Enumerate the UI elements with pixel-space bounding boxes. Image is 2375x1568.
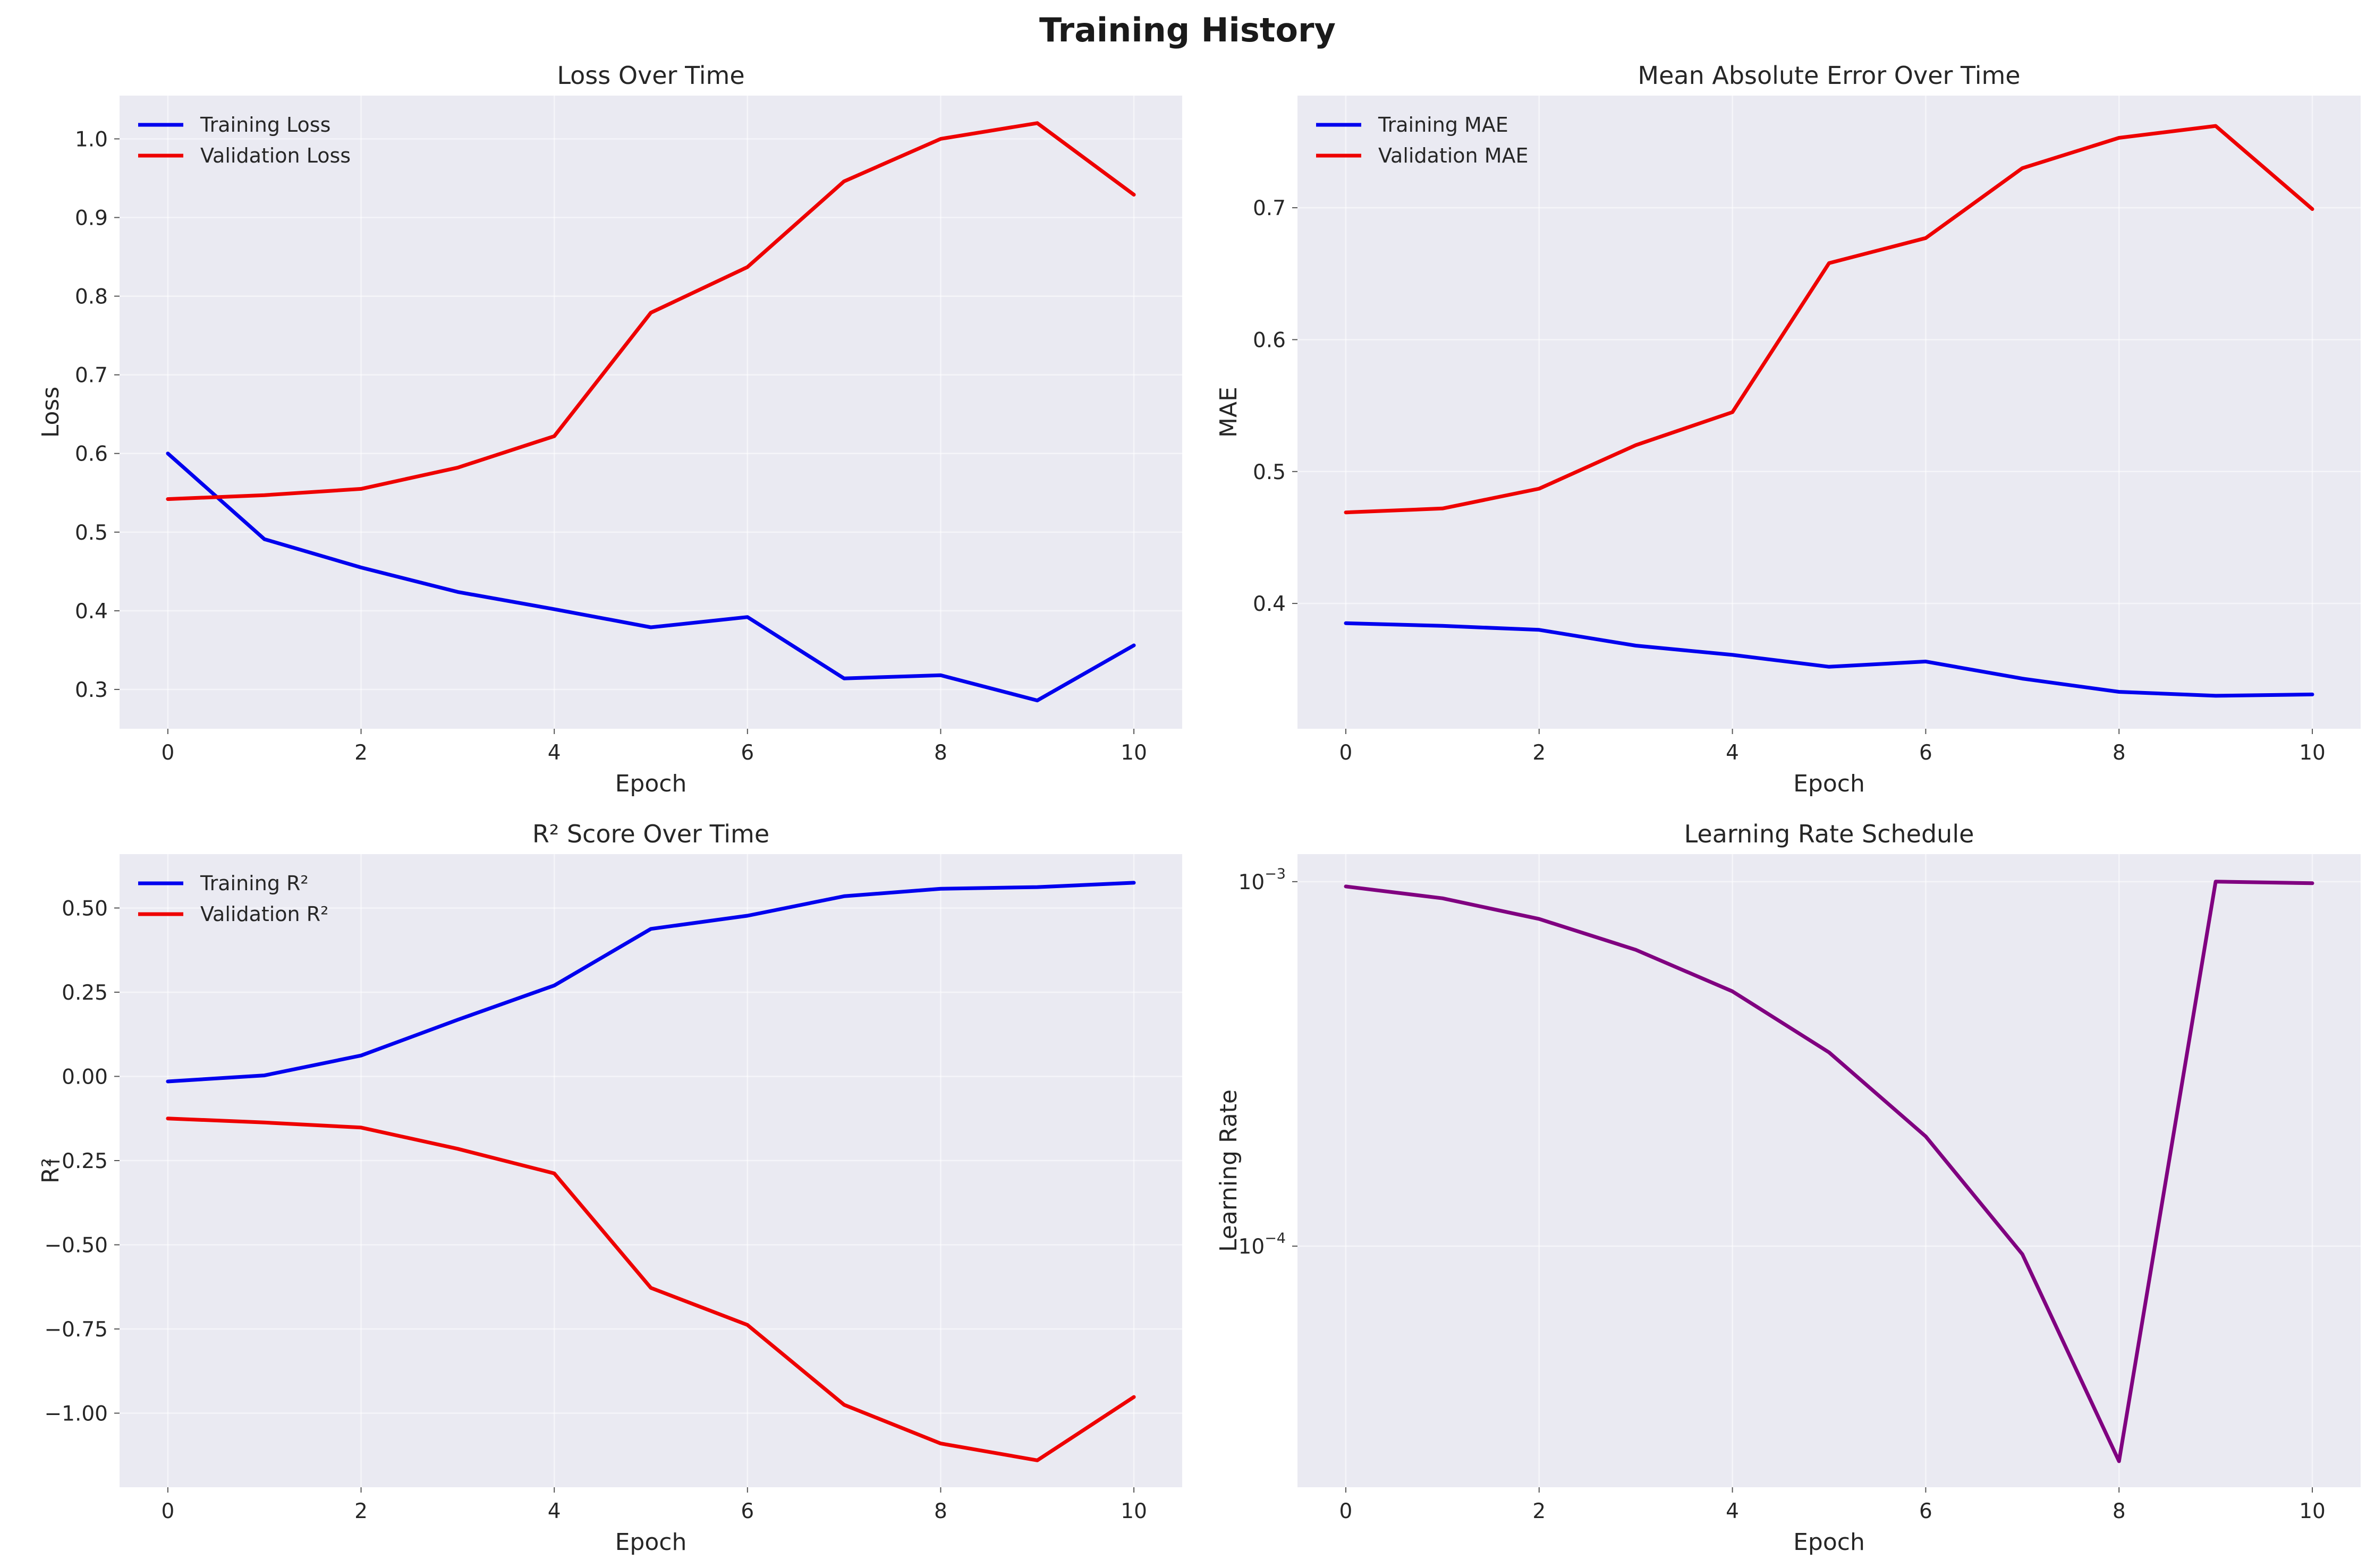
x-tick-label: 2 [1532, 741, 1546, 765]
chart-panel-1: 0 2 4 6 8 10 0.3 0.4 0.5 0.6 0.7 0.8 0.9 1.0 Training … [37, 61, 1182, 797]
x-tick-label: 8 [2113, 741, 2126, 765]
x-tick-label: 10 [2299, 1499, 2326, 1523]
x-tick-label: 4 [1726, 1499, 1739, 1523]
y-axis-label: R² [37, 1158, 64, 1183]
x-tick-label: 4 [548, 1499, 561, 1523]
y-tick-label: 0.6 [75, 442, 108, 466]
legend-label: Validation Loss [200, 144, 351, 167]
series-line-2 [1344, 124, 2314, 515]
y-tick-label: 0.00 [62, 1065, 108, 1089]
plot-area [1297, 854, 2361, 1487]
x-tick-label: 6 [741, 741, 754, 765]
y-tick-label: 0.9 [75, 207, 108, 231]
y-tick-label: −0.50 [44, 1233, 108, 1257]
x-tick-label: 6 [1919, 741, 1932, 765]
legend-label: Validation R² [200, 902, 328, 926]
x-tick-label: 2 [354, 1499, 368, 1523]
x-tick-label: 8 [934, 1499, 947, 1523]
y-tick-label: 1.0 [75, 127, 108, 151]
x-tick-label: 8 [934, 741, 947, 765]
x-tick-label: 8 [2113, 1499, 2126, 1523]
y-tick-label: 0.5 [1253, 461, 1286, 484]
y-tick-label: 0.7 [1253, 197, 1286, 220]
x-tick-label: 0 [1339, 1499, 1353, 1523]
chart-panel-2: 0 2 4 6 8 10 0.4 0.5 0.6 0.7 Training MAE Validatio… [1215, 61, 2361, 797]
x-tick-label: 6 [1919, 1499, 1932, 1523]
x-axis-label: Epoch [615, 770, 687, 797]
panel-title: Learning Rate Schedule [1684, 820, 1974, 848]
x-axis-label: Epoch [1793, 770, 1865, 797]
y-axis-label: Learning Rate [1215, 1089, 1242, 1252]
series-line-1 [166, 451, 1136, 703]
x-tick-label: 2 [354, 741, 368, 765]
y-tick-label: 0.25 [62, 981, 108, 1005]
x-tick-label: 0 [1339, 741, 1353, 765]
series-line-2 [166, 121, 1136, 501]
y-axis-label: MAE [1215, 387, 1242, 438]
plot-area [120, 854, 1182, 1487]
x-tick-label: 10 [1121, 1499, 1147, 1523]
x-axis-label: Epoch [615, 1529, 687, 1556]
y-tick-label: 0.3 [75, 678, 108, 702]
chart-panel-4: 0 2 4 6 8 10 10−3 10−4 Learning Rate Schedule Epo… [1215, 820, 2361, 1556]
panel-title: Loss Over Time [557, 61, 744, 90]
plot-area [1297, 96, 2361, 729]
x-tick-label: 2 [1532, 1499, 1546, 1523]
x-tick-label: 4 [548, 741, 561, 765]
x-tick-label: 4 [1726, 741, 1739, 765]
series-line-2 [166, 1117, 1136, 1462]
x-tick-label: 0 [161, 741, 174, 765]
figure-title: Training History [1039, 11, 1336, 49]
series-line-1 [1344, 880, 2314, 1463]
y-tick-label: −1.00 [44, 1402, 108, 1426]
y-tick-label: 0.4 [75, 600, 108, 624]
y-tick-label: −0.75 [44, 1318, 108, 1342]
y-tick-label: 10−4 [1239, 1230, 1286, 1259]
x-tick-label: 0 [161, 1499, 174, 1523]
y-tick-label: 0.8 [75, 285, 108, 309]
x-axis-label: Epoch [1793, 1529, 1865, 1556]
y-tick-label: 0.5 [75, 521, 108, 545]
legend-label: Training Loss [200, 113, 330, 137]
panel-title: Mean Absolute Error Over Time [1638, 61, 2020, 90]
panel-title: R² Score Over Time [532, 820, 769, 848]
series-line-1 [166, 881, 1136, 1084]
y-tick-label: 0.7 [75, 364, 108, 388]
y-tick-label: 10−3 [1239, 866, 1286, 894]
series-line-1 [1344, 621, 2314, 698]
x-tick-label: 10 [1121, 741, 1147, 765]
legend-label: Training R² [200, 872, 309, 895]
plot-area [120, 96, 1182, 729]
y-tick-label: 0.50 [62, 897, 108, 921]
x-tick-label: 6 [741, 1499, 754, 1523]
legend-label: Training MAE [1378, 113, 1508, 137]
y-axis-label: Loss [37, 387, 64, 438]
y-tick-label: 0.6 [1253, 328, 1286, 352]
chart-panel-3: 0 2 4 6 8 10 0.50 0.25 0.00 −0.25 −0.50 −0.75 −1.00 T… [37, 820, 1182, 1556]
y-tick-label: −0.25 [44, 1149, 108, 1173]
legend-label: Validation MAE [1378, 144, 1529, 167]
y-tick-label: 0.4 [1253, 592, 1286, 616]
x-tick-label: 10 [2299, 741, 2326, 765]
